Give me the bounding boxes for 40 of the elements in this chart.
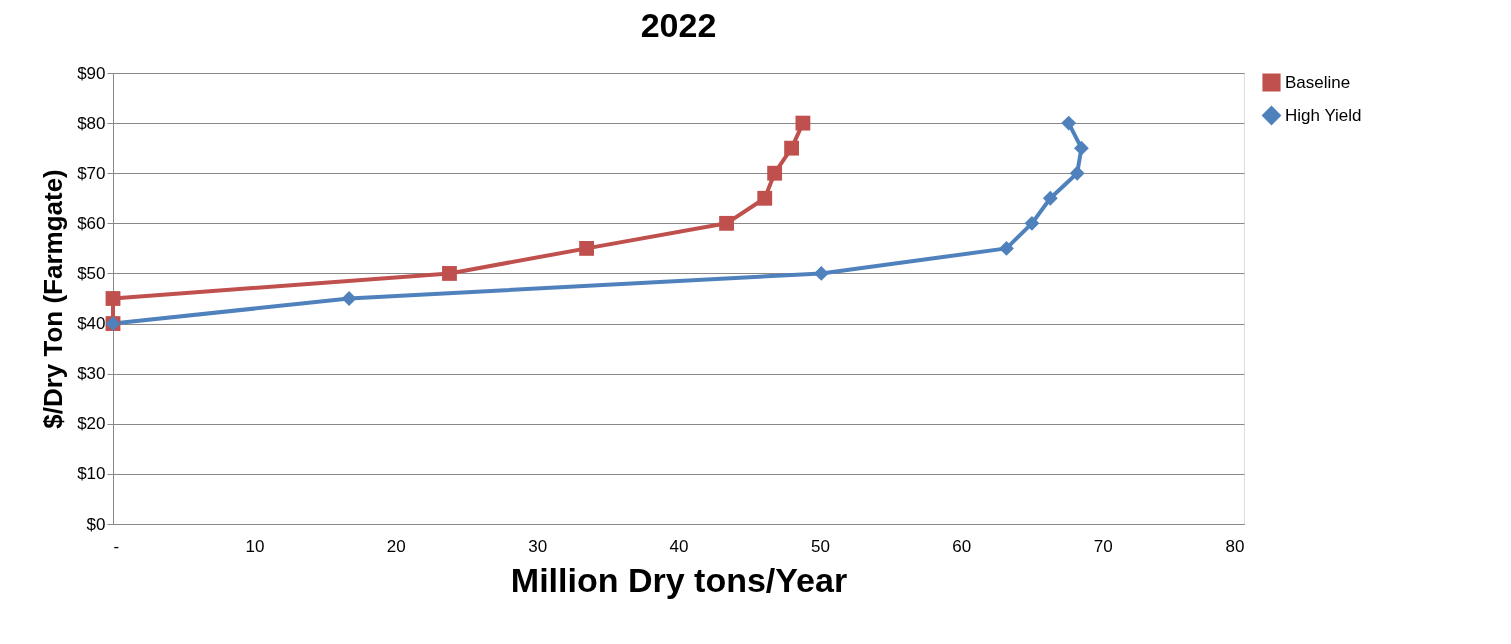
y-tick-label: $0 <box>86 514 106 534</box>
point <box>757 190 773 206</box>
y-tick-label: $40 <box>77 314 106 334</box>
legend-label: Baseline <box>1285 72 1351 92</box>
y-axis-title: $/Dry Ton (Farmgate) <box>38 169 69 429</box>
point <box>1069 165 1085 181</box>
point <box>1024 215 1040 231</box>
y-tick-label: $20 <box>77 414 106 434</box>
x-tick-label: 30 <box>528 536 548 556</box>
point <box>795 115 811 131</box>
y-tick-label: $50 <box>77 263 106 283</box>
x-tick-label: 70 <box>1093 536 1113 556</box>
x-axis-title: Million Dry tons/Year <box>510 560 848 599</box>
point <box>1042 190 1058 206</box>
y-tick-label: $30 <box>77 364 106 384</box>
point <box>813 266 829 281</box>
x-tick-label: 40 <box>669 536 689 556</box>
x-tick-label: 50 <box>810 536 830 556</box>
y-tick-label: $90 <box>77 63 106 83</box>
point <box>999 240 1014 256</box>
x-tick-label: 20 <box>386 536 406 556</box>
x-tick-label: 60 <box>952 536 972 556</box>
point <box>719 215 734 231</box>
point <box>1061 115 1077 131</box>
point <box>784 140 800 156</box>
point <box>105 291 121 306</box>
legend-label: High Yield <box>1285 105 1362 125</box>
point <box>341 291 357 306</box>
point <box>1074 140 1089 156</box>
y-tick-label: $80 <box>77 113 106 133</box>
y-tick-label: $60 <box>77 213 106 233</box>
point <box>767 165 783 181</box>
x-tick-label: 10 <box>245 536 265 556</box>
y-tick-label: $10 <box>77 464 106 484</box>
x-tick-label: 80 <box>1225 536 1245 556</box>
y-tick-label: $70 <box>77 163 106 183</box>
x-tick-label: - <box>113 536 120 556</box>
chart-title: 2022 <box>640 6 717 44</box>
point <box>579 240 595 256</box>
point <box>442 266 457 281</box>
